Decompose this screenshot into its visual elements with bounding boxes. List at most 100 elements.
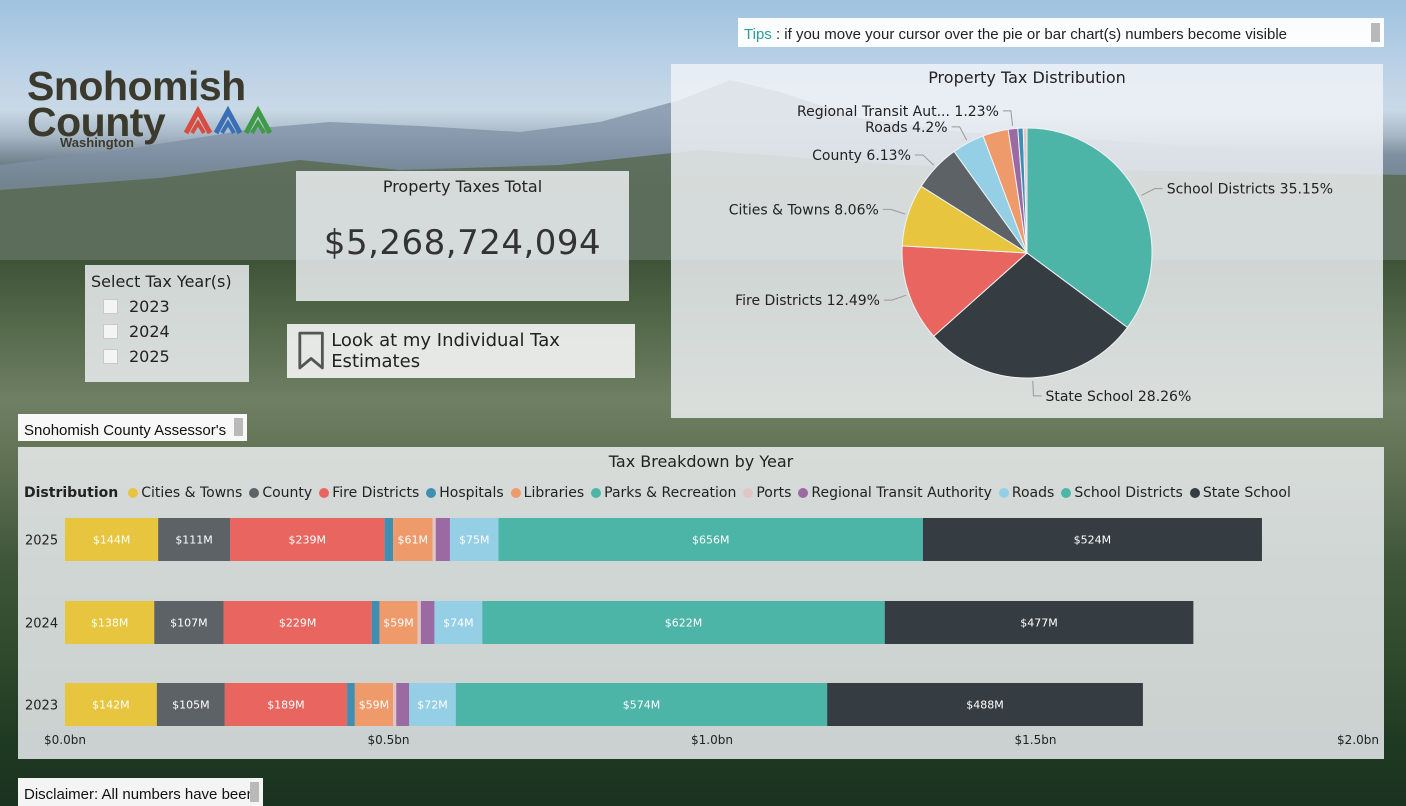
bar-segment-2025-libraries[interactable] (393, 518, 433, 561)
pie-slice-fire-districts[interactable] (901, 245, 1029, 337)
pie-leader-line (951, 126, 968, 141)
bar-segment-2023-state-school[interactable] (827, 683, 1143, 726)
checkbox-2024[interactable] (103, 324, 118, 339)
x-axis-tick-label: $1.0bn (691, 733, 733, 747)
pie-chart-title: Property Tax Distribution (928, 68, 1126, 87)
property-tax-distribution-panel: Property Tax Distribution School Distric… (671, 64, 1383, 418)
pie-label-fire-districts: Fire Districts 12.49% (735, 293, 880, 309)
slicer-title: Select Tax Year(s) (91, 272, 232, 291)
legend-item-county[interactable]: County (249, 485, 312, 501)
legend-item-ports[interactable]: Ports (743, 485, 791, 501)
bar-segment-2023-ports[interactable] (393, 683, 397, 726)
assessor-text: Snohomish County Assessor's (24, 422, 227, 439)
pie-chart: School Districts 35.15% State School 28.2… (729, 104, 1333, 405)
legend-dot (510, 488, 521, 498)
legend-item-school-districts[interactable]: School Districts (1061, 485, 1183, 501)
checkbox-2023[interactable] (103, 299, 118, 314)
bar-segment-2025-regional-transit-authority[interactable] (435, 518, 450, 561)
pie-slice-school-districts[interactable] (1026, 127, 1153, 329)
bar-segment-2023-school-districts[interactable] (455, 683, 828, 726)
legend-dot (591, 488, 602, 498)
tips-banner: Tips : if you move your cursor over the … (738, 18, 1384, 47)
bar-segment-2023-fire-districts[interactable] (224, 683, 348, 726)
bar-segment-2023-hospitals[interactable] (347, 683, 355, 726)
bar-segment-2025-county[interactable] (158, 518, 230, 561)
bar-segment-2025-school-districts[interactable] (498, 518, 923, 561)
bar-segment-2023-roads[interactable] (409, 683, 456, 726)
bar-segment-2025-roads[interactable] (449, 518, 499, 561)
bar-data-label: $524M (1074, 534, 1112, 547)
bar-data-label: $105M (172, 699, 210, 712)
bar-segment-2024-fire-districts[interactable] (223, 601, 372, 644)
legend-title: Distribution (24, 485, 119, 501)
bar-data-label: $59M (383, 617, 414, 630)
tips-scrollbar[interactable] (1371, 23, 1380, 42)
checkbox-2025[interactable] (103, 349, 118, 364)
legend-label: Libraries (523, 485, 585, 501)
bar-chart-legend: Distribution Cities & Towns County Fire Di… (24, 485, 1298, 501)
bar-data-label: $75M (459, 534, 490, 547)
bar-data-label: $72M (417, 699, 448, 712)
bar-data-label: $61M (398, 534, 429, 547)
bar-segment-2024-school-districts[interactable] (482, 601, 885, 644)
legend-label: Fire Districts (332, 485, 420, 501)
slicer-option-2024[interactable]: 2024 (103, 322, 249, 341)
tax-breakdown-by-year-panel: Tax Breakdown by Year Distribution Citie… (18, 447, 1384, 759)
slicer-label: 2023 (129, 297, 170, 316)
legend-item-state-school[interactable]: State School (1189, 485, 1291, 501)
disclaimer-scrollbar[interactable] (250, 782, 259, 802)
assessor-scrollbar[interactable] (234, 418, 243, 436)
x-axis-tick-label: $1.5bn (1015, 733, 1057, 747)
bar-segment-2024-libraries[interactable] (379, 601, 418, 644)
bar-segment-2023-libraries[interactable] (354, 683, 394, 726)
bar-segment-2024-hospitals[interactable] (371, 601, 380, 644)
bar-segment-2024-state-school[interactable] (884, 601, 1194, 644)
bar-data-label: $239M (289, 534, 327, 547)
legend-item-fire-districts[interactable]: Fire Districts (319, 485, 419, 501)
pie-slice-ports[interactable] (1022, 127, 1028, 254)
legend-item-libraries[interactable]: Libraries (510, 485, 585, 501)
legend-item-parks-recreation[interactable]: Parks & Recreation (591, 485, 736, 501)
slicer-option-2023[interactable]: 2023 (103, 297, 249, 316)
bar-data-label: $574M (623, 699, 661, 712)
bar-segment-2023-cities-towns[interactable] (65, 683, 157, 726)
bar-segment-2025-state-school[interactable] (922, 518, 1262, 561)
bar-segment-2024-regional-transit-authority[interactable] (420, 601, 435, 644)
bookmark-button-label: Look at my Individual Tax Estimates (331, 330, 560, 372)
logo-text-washington: Washington (60, 135, 134, 150)
pie-slice-state-school[interactable] (932, 252, 1129, 379)
bar-segment-2025-ports[interactable] (432, 518, 436, 561)
total-title: Property Taxes Total (382, 177, 543, 196)
bar-segment-2024-ports[interactable] (417, 601, 421, 644)
x-axis-tick-label: $2.0bn (1337, 733, 1379, 747)
legend-item-roads[interactable]: Roads (998, 485, 1054, 501)
pie-leader-line (1141, 188, 1163, 196)
bar-segment-2025-cities-towns[interactable] (65, 518, 159, 561)
bar-segment-2024-cities-towns[interactable] (65, 601, 155, 644)
bookmark-icon (298, 331, 324, 370)
total-value: $5,268,724,094 (323, 223, 602, 263)
bar-segment-2023-county[interactable] (156, 683, 225, 726)
bar-segment-2024-roads[interactable] (434, 601, 483, 644)
slicer-option-2025[interactable]: 2025 (103, 347, 249, 366)
legend-item-hospitals[interactable]: Hospitals (426, 485, 504, 501)
legend-item-cities-towns[interactable]: Cities & Towns (128, 485, 242, 501)
bar-segment-2025-hospitals[interactable] (384, 518, 394, 561)
bar-segment-2023-regional-transit-authority[interactable] (396, 683, 410, 726)
bar-data-label: $74M (443, 617, 474, 630)
bar-chart-title: Tax Breakdown by Year (608, 452, 794, 471)
bar-data-label: $142M (92, 699, 130, 712)
legend-dot (743, 488, 754, 498)
bar-data-label: $229M (279, 617, 317, 630)
bar-segment-2025-fire-districts[interactable] (229, 518, 385, 561)
legend-dot (128, 488, 139, 498)
legend-item-regional-transit-authority[interactable]: Regional Transit Authority (798, 485, 992, 501)
pie-leader-line (1032, 380, 1042, 397)
y-axis-label-2023: 2023 (25, 699, 58, 714)
bar-data-label: $477M (1020, 617, 1058, 630)
bar-data-label: $622M (665, 617, 703, 630)
individual-tax-estimates-button[interactable]: Look at my Individual Tax Estimates (287, 324, 635, 378)
bar-segment-2024-county[interactable] (154, 601, 224, 644)
stacked-bar-chart: 2025 $144M $111M $239M $61M $75M $656M $524M 202… (25, 518, 1379, 747)
legend-label: Cities & Towns (141, 485, 243, 501)
